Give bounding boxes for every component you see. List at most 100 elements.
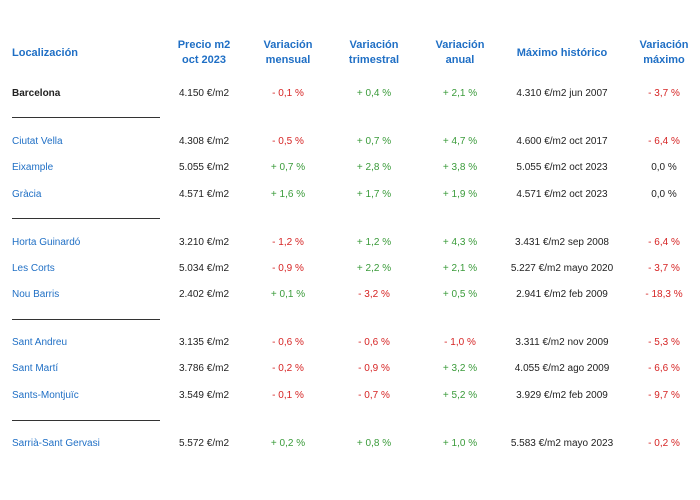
- row-mensual: - 0,1 %: [272, 88, 304, 99]
- header-trimestral-line2: trimestral: [348, 54, 400, 66]
- table-row: Sant Martí 3.786 €/m2 - 0,2 % - 0,9 % + …: [0, 362, 700, 376]
- header-variacion-maximo: Variación máximo: [628, 38, 700, 68]
- header-trimestral-line1: Variación: [349, 39, 399, 51]
- row-trimestral: + 0,8 %: [356, 438, 392, 449]
- row-trimestral: - 0,6 %: [358, 337, 390, 348]
- header-mensual: Variación mensual: [248, 38, 328, 68]
- group-divider: [12, 218, 160, 219]
- row-var-max: - 3,7 %: [648, 88, 680, 99]
- row-price: 4.571 €/m2: [178, 189, 230, 200]
- row-anual: + 2,1 %: [442, 263, 478, 274]
- row-trimestral: + 0,4 %: [356, 88, 392, 99]
- header-trimestral: Variación trimestral: [334, 38, 414, 68]
- row-mensual: - 1,2 %: [272, 237, 304, 248]
- row-price: 3.210 €/m2: [178, 237, 230, 248]
- row-var-max: - 0,2 %: [648, 438, 680, 449]
- row-var-max: - 18,3 %: [645, 289, 683, 300]
- row-anual: - 1,0 %: [444, 337, 476, 348]
- header-anual-line1: Variación: [435, 39, 485, 51]
- header-variacion-maximo-line2: máximo: [643, 54, 685, 66]
- row-maximo: 3.929 €/m2 feb 2009: [516, 390, 608, 401]
- row-var-max: - 6,4 %: [648, 237, 680, 248]
- row-var-max: - 3,7 %: [648, 263, 680, 274]
- row-trimestral: - 0,9 %: [358, 363, 390, 374]
- row-maximo: 5.583 €/m2 mayo 2023: [510, 438, 614, 449]
- row-trimestral: - 3,2 %: [358, 289, 390, 300]
- row-name: Sant Andreu: [12, 337, 68, 348]
- row-price: 4.308 €/m2: [178, 136, 230, 147]
- row-maximo: 5.055 €/m2 oct 2023: [516, 162, 608, 173]
- row-trimestral: + 1,2 %: [356, 237, 392, 248]
- table-row: Sant Andreu 3.135 €/m2 - 0,6 % - 0,6 % -…: [0, 336, 700, 350]
- row-mensual: - 0,9 %: [272, 263, 304, 274]
- row-name: Les Corts: [12, 263, 55, 274]
- row-var-max: - 5,3 %: [648, 337, 680, 348]
- header-variacion-maximo-line1: Variación: [639, 39, 689, 51]
- row-mensual: + 1,6 %: [270, 189, 306, 200]
- header-localizacion: Localización: [12, 46, 78, 61]
- row-name: Sants-Montjuïc: [12, 390, 79, 401]
- row-mensual: + 0,7 %: [270, 162, 306, 173]
- row-name: Eixample: [12, 162, 54, 173]
- row-name: Horta Guinardó: [12, 237, 81, 248]
- table-row: Sants-Montjuïc 3.549 €/m2 - 0,1 % - 0,7 …: [0, 389, 700, 403]
- row-mensual: - 0,1 %: [272, 390, 304, 401]
- row-mensual: + 0,1 %: [270, 289, 306, 300]
- row-price: 5.055 €/m2: [178, 162, 230, 173]
- row-maximo: 3.311 €/m2 nov 2009: [515, 337, 609, 348]
- row-price: 3.786 €/m2: [178, 363, 230, 374]
- table-row: Gràcia 4.571 €/m2 + 1,6 % + 1,7 % + 1,9 …: [0, 188, 700, 202]
- row-trimestral: + 1,7 %: [356, 189, 392, 200]
- row-name: Nou Barris: [12, 289, 60, 300]
- row-var-max: - 6,4 %: [648, 136, 680, 147]
- row-name: Sant Martí: [12, 363, 59, 374]
- header-anual-line2: anual: [445, 54, 475, 66]
- row-name: Barcelona: [12, 88, 61, 99]
- row-price: 5.034 €/m2: [178, 263, 230, 274]
- table-row: Ciutat Vella 4.308 €/m2 - 0,5 % + 0,7 % …: [0, 135, 700, 149]
- row-price: 2.402 €/m2: [178, 289, 230, 300]
- row-price: 3.549 €/m2: [178, 390, 230, 401]
- table-row-barcelona: Barcelona 4.150 €/m2 - 0,1 % + 0,4 % + 2…: [0, 87, 700, 101]
- row-maximo: 4.600 €/m2 oct 2017: [516, 136, 608, 147]
- row-anual: + 5,2 %: [442, 390, 478, 401]
- row-var-max: - 6,6 %: [648, 363, 680, 374]
- row-anual: + 3,2 %: [442, 363, 478, 374]
- row-trimestral: + 2,2 %: [356, 263, 392, 274]
- row-var-max: 0,0 %: [651, 189, 677, 200]
- row-name: Sarrià-Sant Gervasi: [12, 438, 100, 449]
- row-maximo: 4.571 €/m2 oct 2023: [516, 189, 608, 200]
- header-mensual-line1: Variación: [263, 39, 313, 51]
- row-trimestral: + 2,8 %: [356, 162, 392, 173]
- row-maximo: 4.055 €/m2 ago 2009: [514, 363, 610, 374]
- row-name: Gràcia: [12, 189, 42, 200]
- row-var-max: - 9,7 %: [648, 390, 680, 401]
- table-row: Les Corts 5.034 €/m2 - 0,9 % + 2,2 % + 2…: [0, 262, 700, 276]
- row-price: 5.572 €/m2: [178, 438, 230, 449]
- row-anual: + 1,0 %: [442, 438, 478, 449]
- header-maximo: Máximo histórico: [502, 46, 622, 61]
- table-row: Eixample 5.055 €/m2 + 0,7 % + 2,8 % + 3,…: [0, 161, 700, 175]
- row-mensual: - 0,6 %: [272, 337, 304, 348]
- header-maximo-line1: Máximo histórico: [516, 47, 608, 59]
- header-precio-line2: oct 2023: [181, 54, 227, 66]
- row-anual: + 2,1 %: [442, 88, 478, 99]
- table-row: Sarrià-Sant Gervasi 5.572 €/m2 + 0,2 % +…: [0, 437, 700, 451]
- header-precio: Precio m2 oct 2023: [164, 38, 244, 68]
- header-precio-line1: Precio m2: [177, 39, 231, 51]
- table-row: Nou Barris 2.402 €/m2 + 0,1 % - 3,2 % + …: [0, 288, 700, 302]
- row-maximo: 4.310 €/m2 jun 2007: [516, 88, 608, 99]
- row-trimestral: - 0,7 %: [358, 390, 390, 401]
- row-mensual: + 0,2 %: [270, 438, 306, 449]
- row-maximo: 3.431 €/m2 sep 2008: [515, 237, 609, 248]
- row-name: Ciutat Vella: [12, 136, 63, 147]
- table-row: Horta Guinardó 3.210 €/m2 - 1,2 % + 1,2 …: [0, 236, 700, 250]
- row-anual: + 0,5 %: [442, 289, 478, 300]
- row-anual: + 3,8 %: [442, 162, 478, 173]
- row-anual: + 4,3 %: [442, 237, 478, 248]
- row-trimestral: + 0,7 %: [356, 136, 392, 147]
- header-mensual-line2: mensual: [265, 54, 311, 66]
- row-mensual: - 0,2 %: [272, 363, 304, 374]
- row-var-max: 0,0 %: [651, 162, 677, 173]
